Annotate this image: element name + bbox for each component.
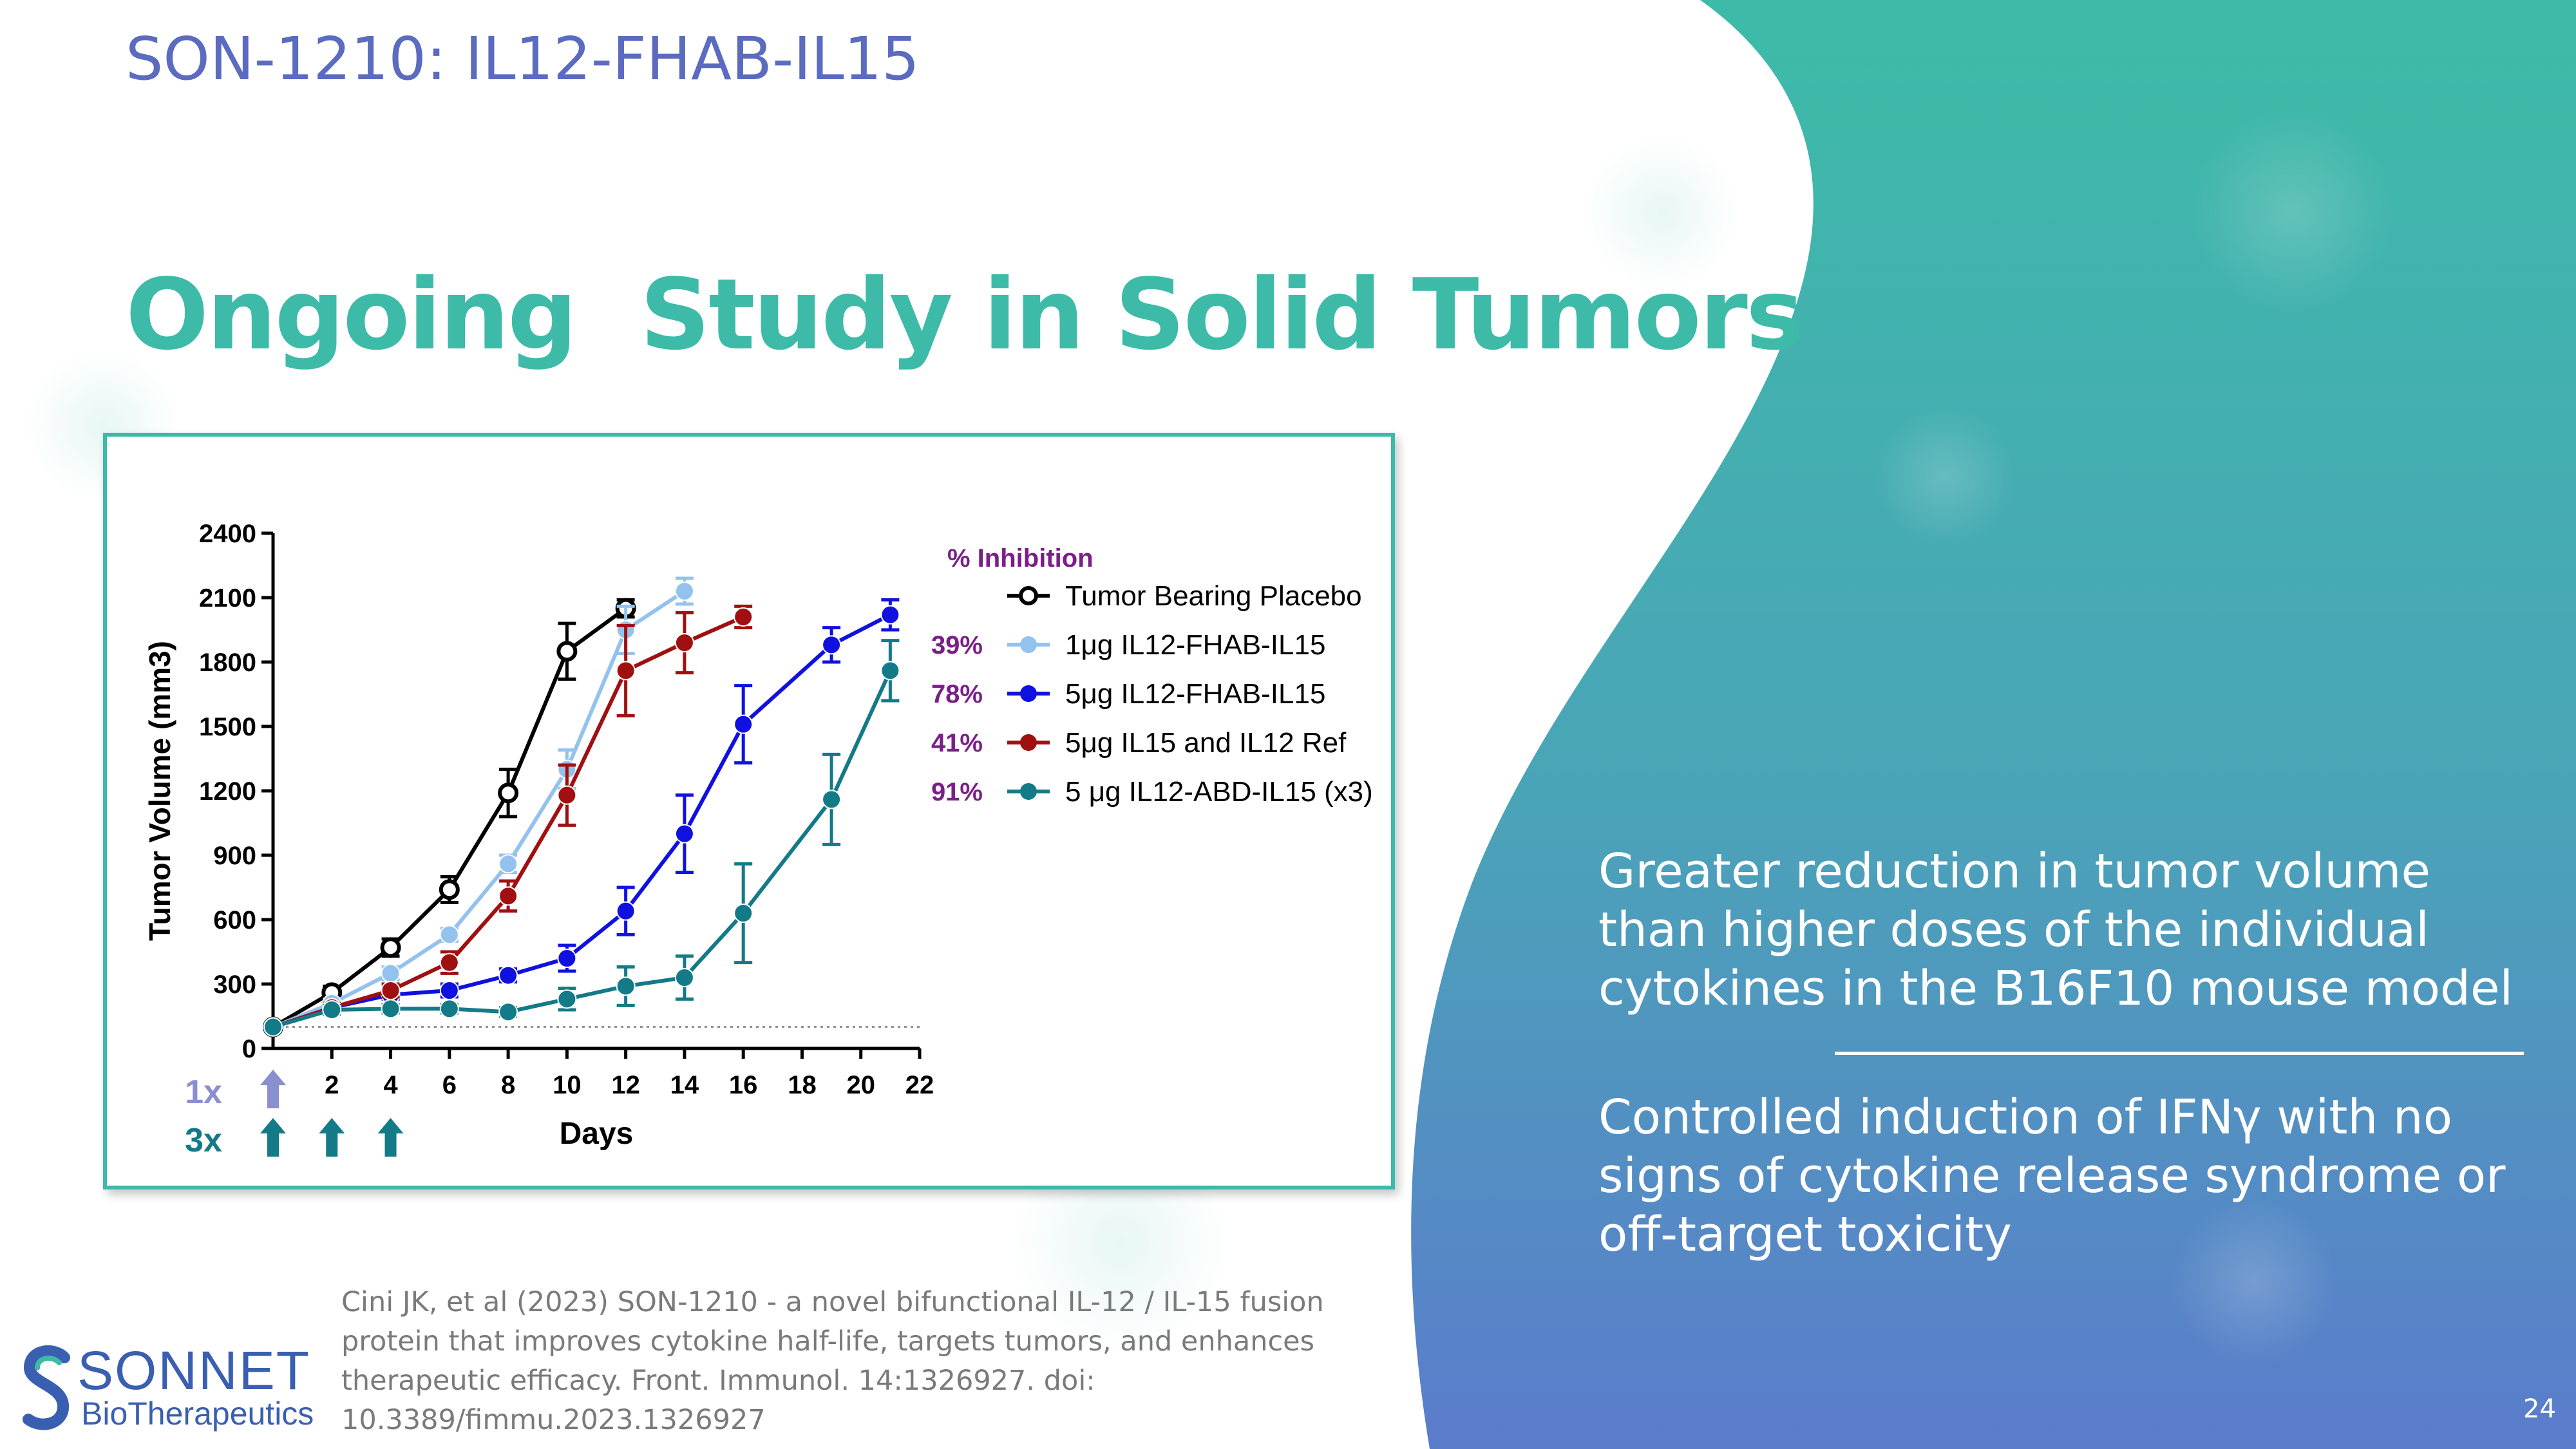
data-point xyxy=(674,582,694,601)
x-tick-label: 14 xyxy=(670,1071,699,1099)
series-line xyxy=(272,670,893,1029)
logo-name: SONNET xyxy=(77,1340,311,1401)
dosing-arrow-shape xyxy=(260,1070,286,1108)
legend-swatch-marker xyxy=(1020,685,1037,702)
data-point xyxy=(734,607,753,627)
inhibition-value: 78% xyxy=(931,680,983,708)
data-point xyxy=(822,790,842,810)
y-tick-label: 300 xyxy=(213,971,256,999)
y-tick-label: 900 xyxy=(213,842,256,870)
series-line xyxy=(272,615,744,1029)
y-tick-label: 0 xyxy=(242,1035,256,1063)
data-point xyxy=(381,963,401,983)
logo-subtitle: BioTherapeutics xyxy=(81,1396,314,1432)
x-tick-label: 12 xyxy=(611,1071,640,1099)
y-tick-label: 1800 xyxy=(199,649,256,677)
data-point xyxy=(557,989,577,1009)
x-tick-label: 4 xyxy=(383,1071,398,1099)
dosing-arrow-shape xyxy=(377,1118,404,1157)
legend-entry-label: 5μg IL15 and IL12 Ref xyxy=(1065,727,1347,759)
x-tick-label: 16 xyxy=(729,1071,758,1099)
x-tick-label: 10 xyxy=(553,1071,582,1099)
legend-swatch-marker xyxy=(1020,734,1037,751)
data-point xyxy=(439,925,459,945)
data-point xyxy=(439,981,459,1000)
data-point xyxy=(734,714,753,734)
logo-s-icon xyxy=(23,1345,70,1430)
data-point xyxy=(880,605,900,625)
company-logo: SONNET BioTherapeutics xyxy=(19,1340,316,1436)
data-point xyxy=(674,633,694,652)
data-point xyxy=(381,981,401,1000)
y-tick-label: 1200 xyxy=(199,777,256,806)
y-tick-label: 1500 xyxy=(199,713,256,741)
dosing-arrow-icon xyxy=(377,1118,404,1157)
data-point xyxy=(439,879,460,900)
series-line xyxy=(272,589,686,1029)
inhibition-value: 91% xyxy=(931,778,983,806)
legend-entry-label: Tumor Bearing Placebo xyxy=(1065,580,1362,612)
data-point xyxy=(556,641,578,662)
data-point xyxy=(439,999,459,1019)
y-tick-label: 2100 xyxy=(199,584,256,612)
data-point xyxy=(557,785,577,805)
data-point xyxy=(822,635,842,655)
y-tick-label: 600 xyxy=(213,906,256,934)
data-point xyxy=(616,901,636,921)
tumor-volume-chart: 0 300 600 900 1200 1500 1800 2100 2400 2 4 6 8 10 12 14… xyxy=(143,520,1373,1159)
data-point xyxy=(880,661,900,681)
x-axis-label: Days xyxy=(560,1117,634,1151)
data-point xyxy=(439,952,459,972)
data-point xyxy=(674,824,694,844)
legend-swatch-marker xyxy=(1020,783,1037,800)
data-point xyxy=(734,904,753,923)
inhibition-value: 39% xyxy=(931,631,983,659)
legend-entry-label: 5μg IL12-FHAB-IL15 xyxy=(1065,678,1325,710)
x-tick-label: 18 xyxy=(788,1071,817,1099)
dosing-arrow-shape xyxy=(260,1118,286,1157)
y-tick-label: 2400 xyxy=(199,520,256,548)
y-axis-label: Tumor Volume (mm3) xyxy=(143,641,176,941)
page-number: 24 xyxy=(2523,1394,2556,1424)
inhibition-value: 41% xyxy=(931,729,983,757)
data-point xyxy=(498,965,518,985)
data-point xyxy=(322,1000,342,1019)
data-point xyxy=(616,661,636,681)
citation: Cini JK, et al (2023) SON-1210 - a novel… xyxy=(341,1286,1324,1436)
legend-swatch-marker xyxy=(1020,636,1037,653)
x-tick-label: 22 xyxy=(905,1071,934,1099)
slide-title: Ongoing Study in Solid Tumors xyxy=(126,258,1804,372)
bullet-tumor-reduction: Greater reduction in tumor volume than h… xyxy=(1598,844,2514,1016)
bullet-list: Greater reduction in tumor volume than h… xyxy=(1598,842,2552,1264)
x-tick-label: 6 xyxy=(442,1071,457,1099)
data-point xyxy=(263,1017,283,1037)
data-point xyxy=(498,854,518,874)
dosing-label: 1x xyxy=(185,1074,222,1111)
dosing-arrow-shape xyxy=(319,1118,345,1157)
legend-entry-label: 5 μg IL12-ABD-IL15 (x3) xyxy=(1065,776,1373,808)
bullet-ifn-induction: Controlled induction of IFNγ with no sig… xyxy=(1598,1090,2506,1262)
data-point xyxy=(674,968,694,987)
data-point xyxy=(557,949,577,968)
x-tick-label: 8 xyxy=(501,1071,515,1099)
legend-entry-label: 1μg IL12-FHAB-IL15 xyxy=(1065,629,1325,661)
dosing-arrow-icon xyxy=(260,1118,286,1157)
data-point xyxy=(498,1002,518,1022)
gradient-blob-shape xyxy=(1411,0,2576,1449)
inhibition-header: % Inhibition xyxy=(947,544,1094,573)
data-point xyxy=(498,782,519,804)
dosing-label: 3x xyxy=(185,1122,222,1159)
legend-swatch-marker xyxy=(1019,586,1038,605)
data-point xyxy=(498,886,518,906)
data-point xyxy=(380,937,401,958)
pre-title: SON-1210: IL12-FHAB-IL15 xyxy=(126,24,920,93)
chart-frame: 0 300 600 900 1200 1500 1800 2100 2400 2 4 6 8 10 12 14… xyxy=(103,433,1395,1189)
x-tick-label: 20 xyxy=(846,1071,875,1099)
x-tick-label: 2 xyxy=(325,1071,339,1099)
dosing-arrow-icon xyxy=(260,1070,286,1108)
dosing-arrow-icon xyxy=(319,1118,345,1157)
data-point xyxy=(381,999,401,1019)
bullet-divider xyxy=(1835,1052,2524,1055)
data-point xyxy=(616,976,636,996)
